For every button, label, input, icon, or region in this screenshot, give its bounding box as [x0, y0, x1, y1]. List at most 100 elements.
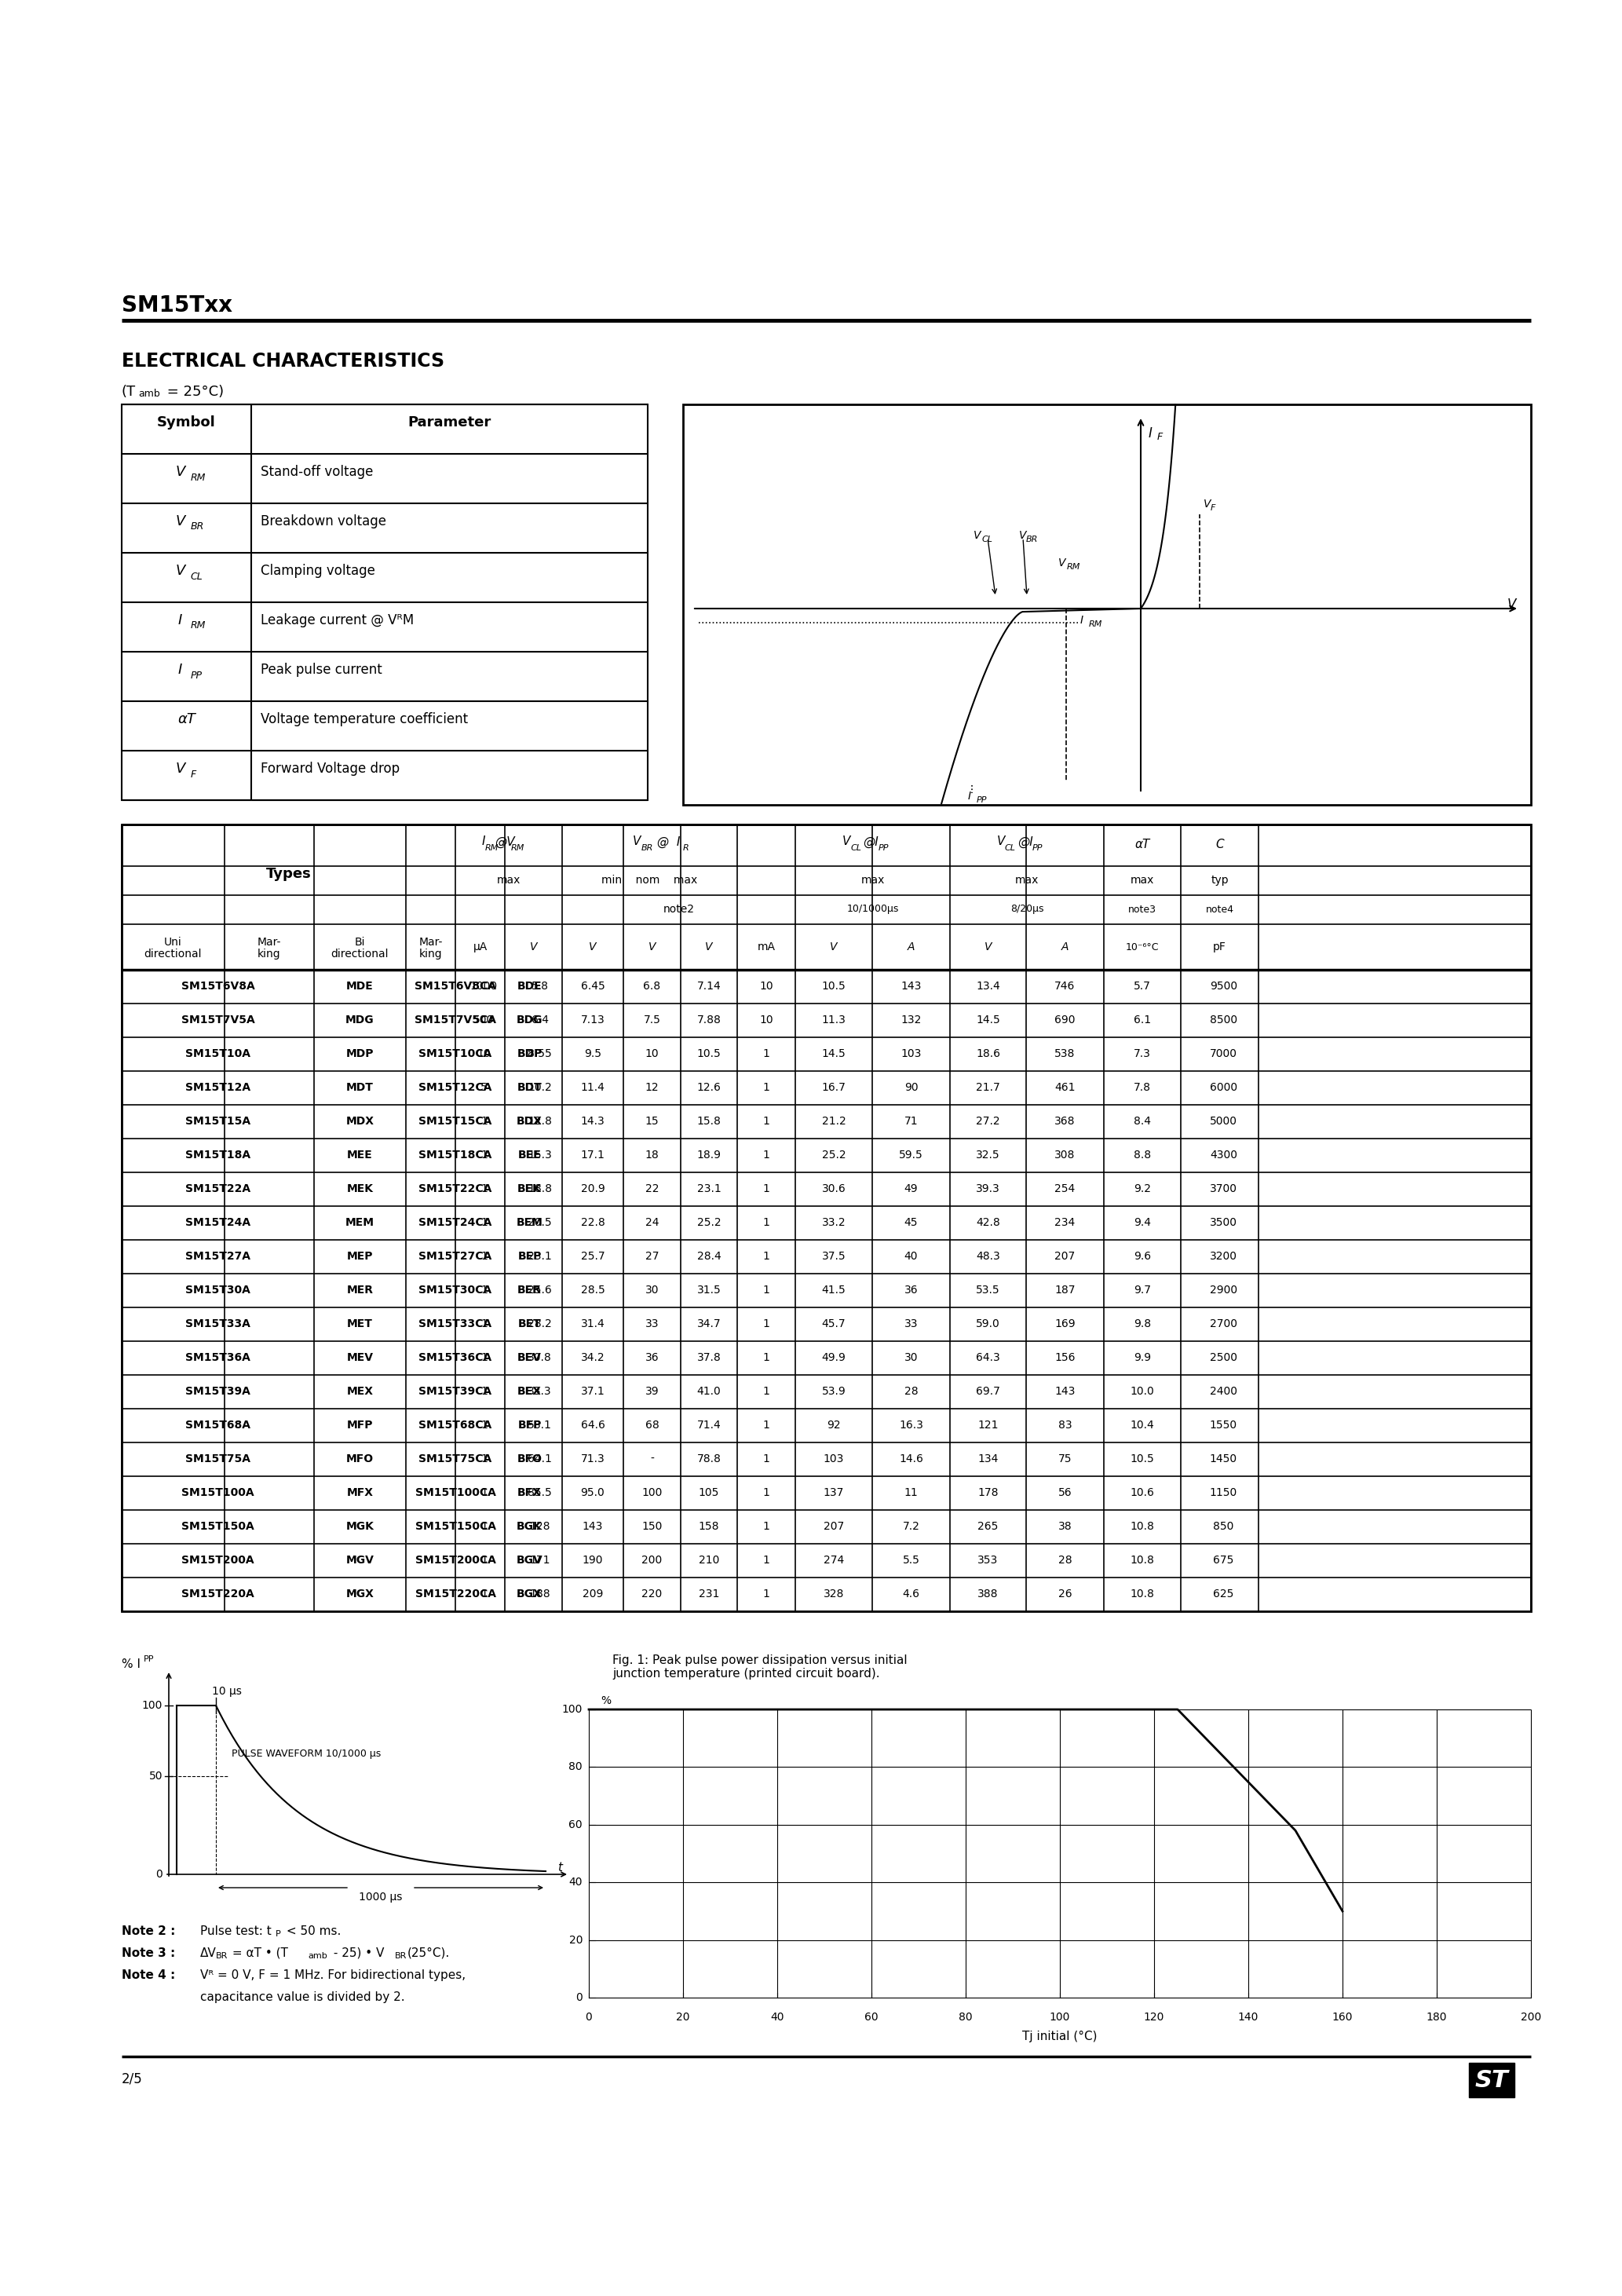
Text: 1: 1	[480, 1286, 488, 1295]
Text: 11.4: 11.4	[581, 1081, 605, 1093]
Text: 28: 28	[1058, 1554, 1072, 1566]
Text: BEK: BEK	[517, 1182, 542, 1194]
Text: 538: 538	[1054, 1049, 1075, 1058]
Text: 1: 1	[762, 1488, 770, 1499]
Text: t: t	[558, 1862, 563, 1874]
Text: V: V	[1204, 498, 1212, 510]
Text: 6.1: 6.1	[1134, 1015, 1152, 1026]
Text: capacitance value is divided by 2.: capacitance value is divided by 2.	[200, 1991, 406, 2002]
Text: 40: 40	[903, 1251, 918, 1263]
Text: 180: 180	[1426, 2011, 1447, 2023]
Text: note3: note3	[1129, 905, 1156, 914]
Text: 1: 1	[762, 1150, 770, 1159]
Text: V: V	[706, 941, 712, 953]
Text: F: F	[1210, 505, 1215, 512]
Text: BDP: BDP	[517, 1049, 542, 1058]
Text: 6000: 6000	[1210, 1081, 1238, 1093]
Text: 28: 28	[903, 1387, 918, 1396]
Text: 18.9: 18.9	[697, 1150, 722, 1159]
Text: 5.8: 5.8	[530, 980, 548, 992]
Text: 5.7: 5.7	[1134, 980, 1152, 992]
Text: BER: BER	[517, 1286, 542, 1295]
Text: mA: mA	[757, 941, 775, 953]
Text: αT: αT	[177, 712, 195, 726]
Text: SM15T36CA: SM15T36CA	[418, 1352, 491, 1364]
Text: 39.3: 39.3	[976, 1182, 1001, 1194]
Text: 30: 30	[903, 1352, 918, 1364]
Text: 1: 1	[480, 1488, 488, 1499]
Text: 1: 1	[762, 1049, 770, 1058]
Text: 254: 254	[1054, 1182, 1075, 1194]
Text: 25.7: 25.7	[581, 1251, 605, 1263]
Text: 33.2: 33.2	[822, 1217, 845, 1228]
Text: 23.1: 23.1	[697, 1182, 722, 1194]
Text: 1: 1	[480, 1554, 488, 1566]
Text: 4.6: 4.6	[902, 1589, 920, 1600]
Text: MDG: MDG	[345, 1015, 375, 1026]
Text: 25.2: 25.2	[822, 1150, 845, 1159]
Text: 41.0: 41.0	[697, 1387, 722, 1396]
Text: ELECTRICAL CHARACTERISTICS: ELECTRICAL CHARACTERISTICS	[122, 351, 444, 370]
Bar	[683, 404, 1531, 806]
Text: 14.5: 14.5	[822, 1049, 845, 1058]
Text: MFO: MFO	[345, 1453, 373, 1465]
Text: 59.0: 59.0	[976, 1318, 1001, 1329]
Text: 1: 1	[762, 1352, 770, 1364]
Text: min    nom    max: min nom max	[602, 875, 697, 886]
Text: 69.7: 69.7	[976, 1387, 1001, 1396]
Text: 207: 207	[824, 1520, 843, 1531]
Text: 9.7: 9.7	[1134, 1286, 1152, 1295]
Text: 10: 10	[646, 1049, 659, 1058]
Text: SM15T68A: SM15T68A	[185, 1419, 250, 1430]
Text: SM15T24CA: SM15T24CA	[418, 1217, 491, 1228]
Text: MFP: MFP	[347, 1419, 373, 1430]
Text: 10.6: 10.6	[1131, 1488, 1155, 1499]
Text: 56: 56	[1058, 1488, 1072, 1499]
Text: RM: RM	[485, 845, 500, 852]
Text: 10.8: 10.8	[1131, 1520, 1155, 1531]
Text: amb: amb	[308, 1952, 328, 1961]
Text: 746: 746	[1054, 980, 1075, 992]
Text: PP: PP	[878, 845, 889, 852]
Text: 137: 137	[824, 1488, 843, 1499]
Text: 28.5: 28.5	[581, 1286, 605, 1295]
Text: 10.5: 10.5	[822, 980, 845, 992]
Text: R: R	[683, 845, 689, 852]
Text: 265: 265	[978, 1520, 999, 1531]
Text: SM15T18A: SM15T18A	[185, 1150, 250, 1159]
Text: 3200: 3200	[1210, 1251, 1238, 1263]
Text: MFX: MFX	[347, 1488, 373, 1499]
Text: CL: CL	[850, 845, 861, 852]
Text: Voltage temperature coefficient: Voltage temperature coefficient	[261, 712, 469, 726]
Text: 1000: 1000	[470, 980, 498, 992]
Text: 850: 850	[1213, 1520, 1234, 1531]
Text: BEE: BEE	[517, 1150, 542, 1159]
Text: 200: 200	[1521, 2011, 1541, 2023]
Text: 64.6: 64.6	[581, 1419, 605, 1430]
Text: BEM: BEM	[516, 1217, 543, 1228]
Text: SM15T220A: SM15T220A	[182, 1589, 255, 1600]
Text: PULSE WAVEFORM 10/1000 µs: PULSE WAVEFORM 10/1000 µs	[232, 1750, 381, 1759]
Text: (25°C).: (25°C).	[407, 1947, 449, 1958]
Text: 21.7: 21.7	[976, 1081, 1001, 1093]
Text: 1: 1	[762, 1286, 770, 1295]
Text: SM15T7V5CA: SM15T7V5CA	[415, 1015, 496, 1026]
Text: 68: 68	[646, 1419, 659, 1430]
Text: 1: 1	[762, 1251, 770, 1263]
Text: 22.8: 22.8	[581, 1217, 605, 1228]
Text: SM15T200CA: SM15T200CA	[415, 1554, 496, 1566]
Text: directional: directional	[331, 948, 389, 960]
Text: I: I	[968, 790, 972, 801]
Text: SM15T15CA: SM15T15CA	[418, 1116, 491, 1127]
Text: MET: MET	[347, 1318, 373, 1329]
Text: 32.5: 32.5	[976, 1150, 1001, 1159]
Text: 31.5: 31.5	[697, 1286, 722, 1295]
Text: MDX: MDX	[345, 1116, 375, 1127]
Text: 71.4: 71.4	[697, 1419, 722, 1430]
Text: I: I	[1080, 615, 1083, 627]
Text: 95.0: 95.0	[581, 1488, 605, 1499]
Text: µA: µA	[474, 941, 487, 953]
Text: SM15T39A: SM15T39A	[185, 1387, 250, 1396]
Text: 100: 100	[561, 1704, 582, 1715]
Text: C: C	[1215, 838, 1225, 852]
